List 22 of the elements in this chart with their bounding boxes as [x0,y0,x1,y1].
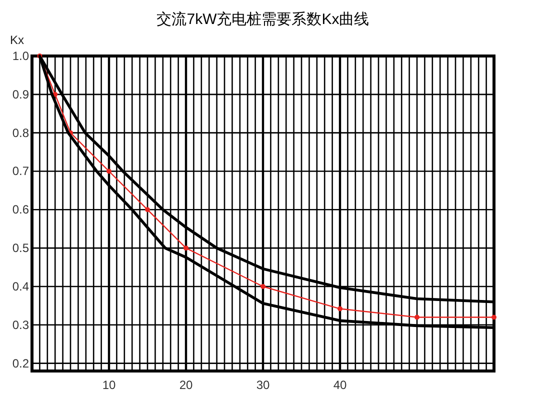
point [145,207,150,212]
y-axis-title: Kx [10,33,24,47]
x-tick-label: 30 [256,378,270,392]
y-tick-label: 0.6 [12,202,30,217]
y-tick-label: 0.9 [12,87,30,102]
x-tick-label: 20 [179,378,193,392]
chart-title: 交流7kW充电桩需要系数Kx曲线 [156,11,370,28]
point [106,168,112,174]
y-tick-label: 1.0 [12,49,30,63]
y-tick-label: 0.7 [12,164,30,178]
point [414,314,420,320]
point [492,314,496,320]
y-tick-label: 0.8 [12,126,30,140]
x-tick-label: 10 [102,378,116,392]
x-tick-label: 40 [333,378,347,392]
y-tick-label: 0.3 [12,318,30,332]
y-tick-label: 0.5 [12,241,30,256]
y-tick-label: 0.4 [12,279,30,294]
y-tick-label: 0.2 [12,356,30,370]
point [338,306,342,312]
point [184,246,188,251]
point [260,284,266,289]
